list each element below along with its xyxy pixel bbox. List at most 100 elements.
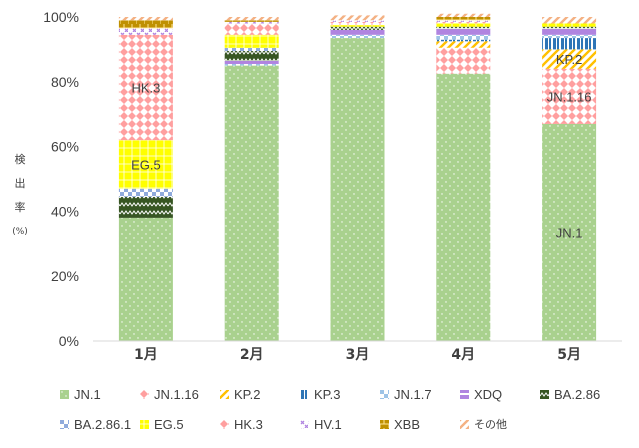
- bar-segment: [436, 20, 491, 22]
- y-tick-label: 20%: [51, 268, 79, 284]
- legend-item: KP.2: [220, 384, 300, 404]
- y-tick-label: 0%: [59, 333, 79, 349]
- legend-row: BA.2.86.1 EG.5 HK.3 HV.1 XBB その他: [60, 414, 620, 434]
- bar-segment: [436, 34, 491, 40]
- bar-segment: [118, 34, 173, 141]
- legend-item: BA.2.86.1: [60, 414, 140, 434]
- legend-label: HK.3: [234, 416, 263, 432]
- legend-swatch: [380, 389, 389, 399]
- bar-segment: [542, 49, 597, 69]
- bar-segment: [542, 68, 597, 124]
- segment-label: KP.2: [556, 52, 583, 67]
- bar-segment: [118, 188, 173, 197]
- y-axis-title-unit: (%): [12, 227, 28, 237]
- bar-segment: [224, 51, 279, 61]
- segment-label: JN.1.16: [547, 89, 592, 104]
- legend-swatch: [140, 389, 149, 399]
- bar-segment: [436, 39, 491, 42]
- bar-segment: [118, 17, 173, 21]
- legend-label: XBB: [394, 416, 421, 432]
- bar-segment: [118, 28, 173, 35]
- legend-swatch: [220, 389, 229, 399]
- y-tick-label: 40%: [51, 203, 79, 219]
- bar-segment: [224, 65, 279, 341]
- legend-label: BA.2.86: [554, 386, 601, 402]
- legend-label: JN.1.7: [394, 386, 432, 402]
- legend-swatch: [140, 419, 149, 429]
- bar-segment: [330, 34, 385, 39]
- bar-segment: [436, 17, 491, 21]
- legend-label: KP.3: [314, 386, 341, 402]
- legend-swatch: [540, 389, 549, 399]
- bar-segment: [330, 26, 385, 30]
- x-axis: 1月 2月 3月 4月 5月: [93, 340, 622, 363]
- legend-label: JN.1: [74, 386, 101, 402]
- bar-segment: [436, 26, 491, 29]
- bar-segment: [330, 29, 385, 35]
- bar-segment: [436, 21, 491, 24]
- bar-segment: [542, 17, 597, 24]
- bar-segment: [542, 34, 597, 39]
- segment-labels: HK.3 EG.5 KP.2 JN.1.16 JN.1: [131, 52, 591, 240]
- legend-item: EG.5: [140, 414, 220, 434]
- bar-segment: [330, 21, 385, 26]
- y-axis-title-char: 率: [14, 201, 26, 214]
- legend-label: EG.5: [154, 416, 184, 432]
- y-axis-title: 検 出 率 (%): [10, 148, 30, 244]
- legend-item: JN.1: [60, 384, 140, 404]
- bar-segment: [542, 28, 597, 35]
- legend-label: BA.2.86.1: [74, 416, 132, 432]
- bar-segment: [436, 28, 491, 35]
- bar-segment: [224, 47, 279, 52]
- bar-segment: [224, 34, 279, 48]
- legend-row: JN.1 JN.1.16 KP.2 KP.3 JN.1.7 XDQ BA.2.86: [60, 384, 620, 404]
- legend-item: その他: [460, 414, 540, 434]
- legend-swatch: [300, 419, 309, 429]
- bar-segment: [224, 20, 279, 22]
- legend-swatch: [380, 419, 389, 429]
- legend-item: BA.2.86: [540, 384, 620, 404]
- x-tick-label: 5月: [557, 347, 581, 363]
- legend-swatch: [220, 419, 229, 429]
- legend-swatch: [460, 419, 469, 429]
- y-tick-label: 60%: [51, 139, 79, 155]
- bar-segment: [436, 41, 491, 48]
- legend-label: HV.1: [314, 416, 342, 432]
- x-tick-label: 4月: [451, 347, 475, 363]
- legend-swatch: [60, 419, 69, 429]
- legend-item: KP.3: [300, 384, 380, 404]
- bar-segment: [330, 15, 385, 21]
- legend-label: XDQ: [474, 386, 503, 402]
- legend-item: JN.1.16: [140, 384, 220, 404]
- bar-segment: [224, 21, 279, 24]
- segment-label: EG.5: [131, 157, 161, 172]
- bar-segment: [436, 13, 491, 17]
- legend-label: JN.1.16: [154, 386, 199, 402]
- bars: [118, 13, 597, 342]
- legend-item: HK.3: [220, 414, 300, 434]
- segment-label: JN.1: [556, 225, 583, 240]
- legend-item: HV.1: [300, 414, 380, 434]
- y-axis: 0% 20% 40% 60% 80% 100%: [43, 9, 79, 349]
- legend-item: JN.1.7: [380, 384, 460, 404]
- legend-swatch: [300, 389, 309, 399]
- bar-segment: [224, 63, 279, 66]
- x-tick-label: 2月: [240, 347, 264, 363]
- legend-label: その他: [474, 418, 507, 431]
- segment-label: HK.3: [131, 80, 160, 95]
- bar-segment: [330, 25, 385, 27]
- bar-segment: [330, 20, 385, 22]
- bar-segment: [224, 17, 279, 21]
- bar-segment: [542, 23, 597, 27]
- legend: JN.1 JN.1.16 KP.2 KP.3 JN.1.7 XDQ BA.2.86 BA.2.…: [60, 384, 620, 444]
- y-axis-title-char: 検: [14, 153, 26, 166]
- bar-segment: [118, 140, 173, 189]
- bar-segment: [330, 38, 385, 342]
- bar-segment: [436, 73, 491, 341]
- bar-segment: [436, 47, 491, 74]
- legend-swatch: [60, 389, 69, 399]
- legend-item: XBB: [380, 414, 460, 434]
- y-tick-label: 80%: [51, 74, 79, 90]
- bar-segment: [542, 123, 597, 341]
- bar-segment: [118, 20, 173, 29]
